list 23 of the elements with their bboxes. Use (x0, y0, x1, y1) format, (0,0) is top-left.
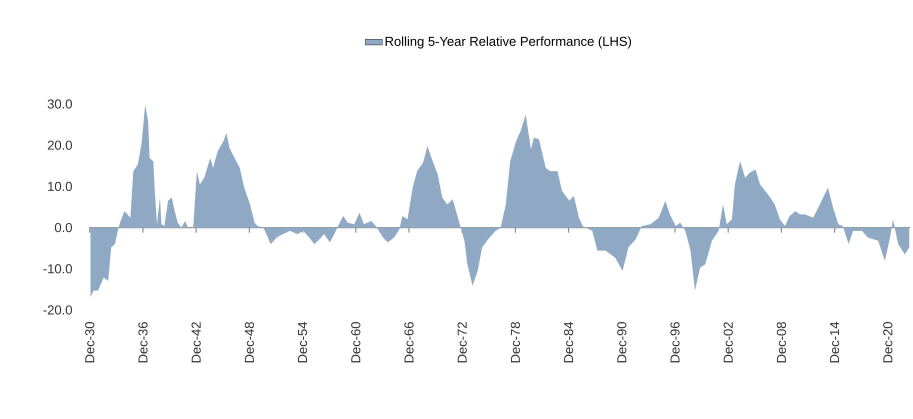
x-tick-label: Dec-08 (776, 322, 786, 362)
x-tick-label: Dec-48 (244, 322, 254, 362)
x-tick-label: Dec-90 (617, 322, 626, 362)
x-tick-label: Dec-96 (670, 322, 680, 362)
x-tick-label: Dec-42 (192, 322, 201, 362)
y-tick-label: 10.0 (48, 182, 72, 191)
y-tick-label: -20.0 (43, 305, 72, 315)
x-tick-label: Dec-14 (830, 322, 840, 362)
y-tick-label: -10.0 (43, 264, 72, 274)
x-tick-label: Dec-66 (404, 322, 414, 362)
y-tick-label: 30.0 (48, 99, 72, 109)
x-tick-label: Dec-60 (351, 322, 360, 362)
legend-label: Rolling 5-Year Relative Performance (LHS) (386, 36, 632, 49)
x-tick-label: Dec-36 (138, 322, 148, 362)
x-tick-label: Dec-78 (510, 322, 520, 362)
x-tick-label: Dec-84 (564, 322, 574, 362)
x-tick-label: Dec-30 (85, 322, 94, 362)
x-tick-label: Dec-72 (458, 322, 467, 362)
x-tick-label: Dec-20 (883, 322, 892, 362)
y-tick-label: 20.0 (48, 140, 72, 150)
x-tick-label: Dec-02 (724, 322, 733, 362)
x-tick-label: Dec-54 (298, 322, 308, 362)
y-tick-label: 0.0 (54, 222, 72, 232)
